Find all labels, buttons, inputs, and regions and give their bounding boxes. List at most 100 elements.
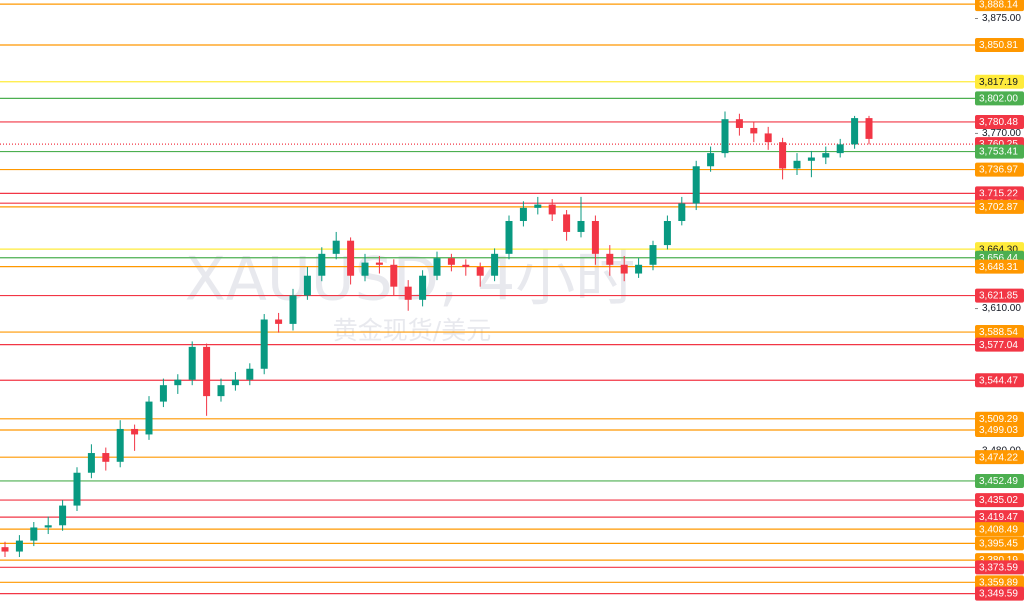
candle-body	[30, 527, 38, 541]
candle-body	[606, 253, 614, 265]
price-label-box	[975, 510, 1024, 525]
candle-body	[534, 204, 542, 208]
candle-body	[188, 346, 196, 380]
candle-body	[519, 207, 527, 221]
price-label-box	[975, 144, 1024, 159]
candle-body	[231, 379, 239, 386]
candles	[1, 111, 873, 558]
price-label: 3,395.45	[979, 539, 1018, 550]
candle-body	[1, 547, 9, 552]
candle-body	[577, 220, 585, 232]
price-label-box	[975, 162, 1024, 177]
candle-body	[692, 166, 700, 204]
price-lines	[0, 3, 975, 595]
price-label-box	[975, 411, 1024, 426]
price-label: 3,648.31	[979, 262, 1018, 273]
candle-body	[145, 401, 153, 435]
price-label-box	[975, 37, 1024, 52]
candle-body	[159, 385, 167, 402]
y-tick-label: 3,770.00	[982, 128, 1021, 139]
price-label-box	[975, 586, 1024, 601]
price-label: 3,736.97	[979, 165, 1018, 176]
candle-body	[203, 346, 211, 397]
candle-body	[851, 118, 859, 145]
candle-body	[793, 160, 801, 169]
y-tick-label: 3,875.00	[982, 13, 1021, 24]
price-label-box	[975, 536, 1024, 551]
price-label: 3,349.59	[979, 589, 1018, 600]
watermark-subtitle: 黄金现货/美元	[333, 316, 491, 345]
candle-body	[217, 385, 225, 397]
candle-body	[678, 203, 686, 221]
candle-body	[548, 204, 556, 215]
candle-body	[375, 262, 383, 265]
price-label-box	[975, 493, 1024, 508]
candle-body	[462, 264, 470, 267]
candle-body	[347, 240, 355, 276]
price-label: 3,373.59	[979, 562, 1018, 573]
price-label-box	[975, 288, 1024, 303]
price-label-box	[975, 337, 1024, 352]
price-axis: 3,875.003,770.003,610.003,480.003,888.14…	[975, 0, 1024, 601]
candle-body	[836, 144, 844, 154]
candle-body	[390, 264, 398, 287]
candle-body	[635, 264, 643, 274]
price-label-box	[975, 199, 1024, 214]
candle-body	[59, 505, 67, 526]
candle-body	[620, 264, 628, 274]
candle-body	[275, 319, 283, 324]
candle-body	[649, 245, 657, 265]
candle-body	[404, 286, 412, 300]
price-label: 3,621.85	[979, 291, 1018, 302]
candle-body	[102, 453, 110, 462]
price-label: 3,452.49	[979, 476, 1018, 487]
candle-body	[73, 472, 81, 506]
price-label-box	[975, 74, 1024, 89]
candle-body	[865, 118, 873, 139]
price-label-box	[975, 91, 1024, 106]
price-label: 3,588.54	[979, 327, 1018, 338]
price-label: 3,802.00	[979, 94, 1018, 105]
candle-body	[116, 428, 124, 462]
price-label: 3,499.03	[979, 425, 1018, 436]
candle-body	[707, 153, 715, 167]
candle-body	[131, 428, 139, 435]
candle-body	[332, 240, 340, 254]
price-label-box	[975, 560, 1024, 575]
price-label: 3,702.87	[979, 202, 1018, 213]
candle-body	[289, 295, 297, 324]
price-label: 3,359.89	[979, 577, 1018, 588]
candle-body	[447, 258, 455, 265]
price-label-box	[975, 259, 1024, 274]
candle-body	[433, 258, 441, 276]
candle-body	[779, 142, 787, 169]
candle-body	[735, 119, 743, 128]
price-label: 3,544.47	[979, 375, 1018, 386]
price-label-box	[975, 114, 1024, 129]
price-label: 3,715.22	[979, 189, 1018, 200]
price-label: 3,753.41	[979, 147, 1018, 158]
price-label: 3,435.02	[979, 495, 1018, 506]
price-label-box	[975, 423, 1024, 438]
price-label-box	[975, 325, 1024, 340]
price-label: 3,474.22	[979, 452, 1018, 463]
price-label: 3,888.14	[979, 0, 1018, 10]
price-label: 3,817.19	[979, 77, 1018, 88]
candle-body	[15, 540, 23, 552]
candle-body	[87, 453, 95, 473]
candle-body	[246, 368, 254, 380]
price-label: 3,577.04	[979, 340, 1018, 351]
candle-body	[591, 220, 599, 254]
price-label-box	[975, 575, 1024, 590]
price-label-box	[975, 373, 1024, 388]
candle-body	[44, 525, 52, 528]
y-tick-label: 3,610.00	[982, 303, 1021, 314]
candle-body	[303, 275, 311, 296]
candle-body	[361, 262, 369, 276]
candle-body	[318, 253, 326, 276]
candle-body	[822, 153, 830, 158]
price-label: 3,850.81	[979, 40, 1018, 51]
price-label: 3,509.29	[979, 414, 1018, 425]
candle-body	[563, 214, 571, 232]
